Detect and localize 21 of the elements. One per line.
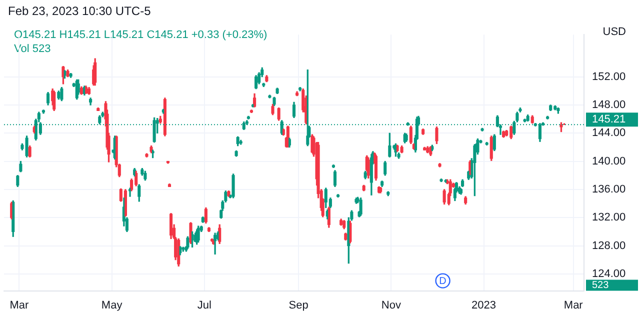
x-tick-label: May	[101, 299, 123, 312]
x-tick-label: Sep	[288, 299, 308, 312]
text: 523	[592, 280, 610, 292]
x-tick-label: Mar	[564, 299, 584, 312]
y-tick-label: 140.00	[592, 155, 626, 168]
y-tick-label: 128.00	[592, 240, 626, 252]
y-axis-title: USD	[602, 26, 626, 38]
y-tick-label: 136.00	[592, 183, 626, 196]
annotation: O145.21 H145.21 L145.21 C145.21 +0.33 (+0.23%)	[14, 29, 268, 41]
x-tick-label: Mar	[10, 299, 29, 312]
annotation: D	[439, 276, 446, 288]
y-tick-label: 148.00	[592, 99, 626, 112]
chart-title: Feb 23, 2023 10:30 UTC-5	[8, 4, 151, 18]
ref-line-label: 145.21	[592, 114, 626, 126]
y-tick-label: 144.00	[592, 127, 626, 140]
y-tick-label: 152.00	[592, 70, 626, 83]
x-tick-label: Nov	[381, 299, 402, 312]
y-tick-label: 124.00	[592, 268, 626, 280]
y-tick-label: 132.00	[592, 212, 626, 224]
x-tick-label: 2023	[472, 299, 496, 312]
x-tick-label: Jul	[197, 299, 212, 312]
